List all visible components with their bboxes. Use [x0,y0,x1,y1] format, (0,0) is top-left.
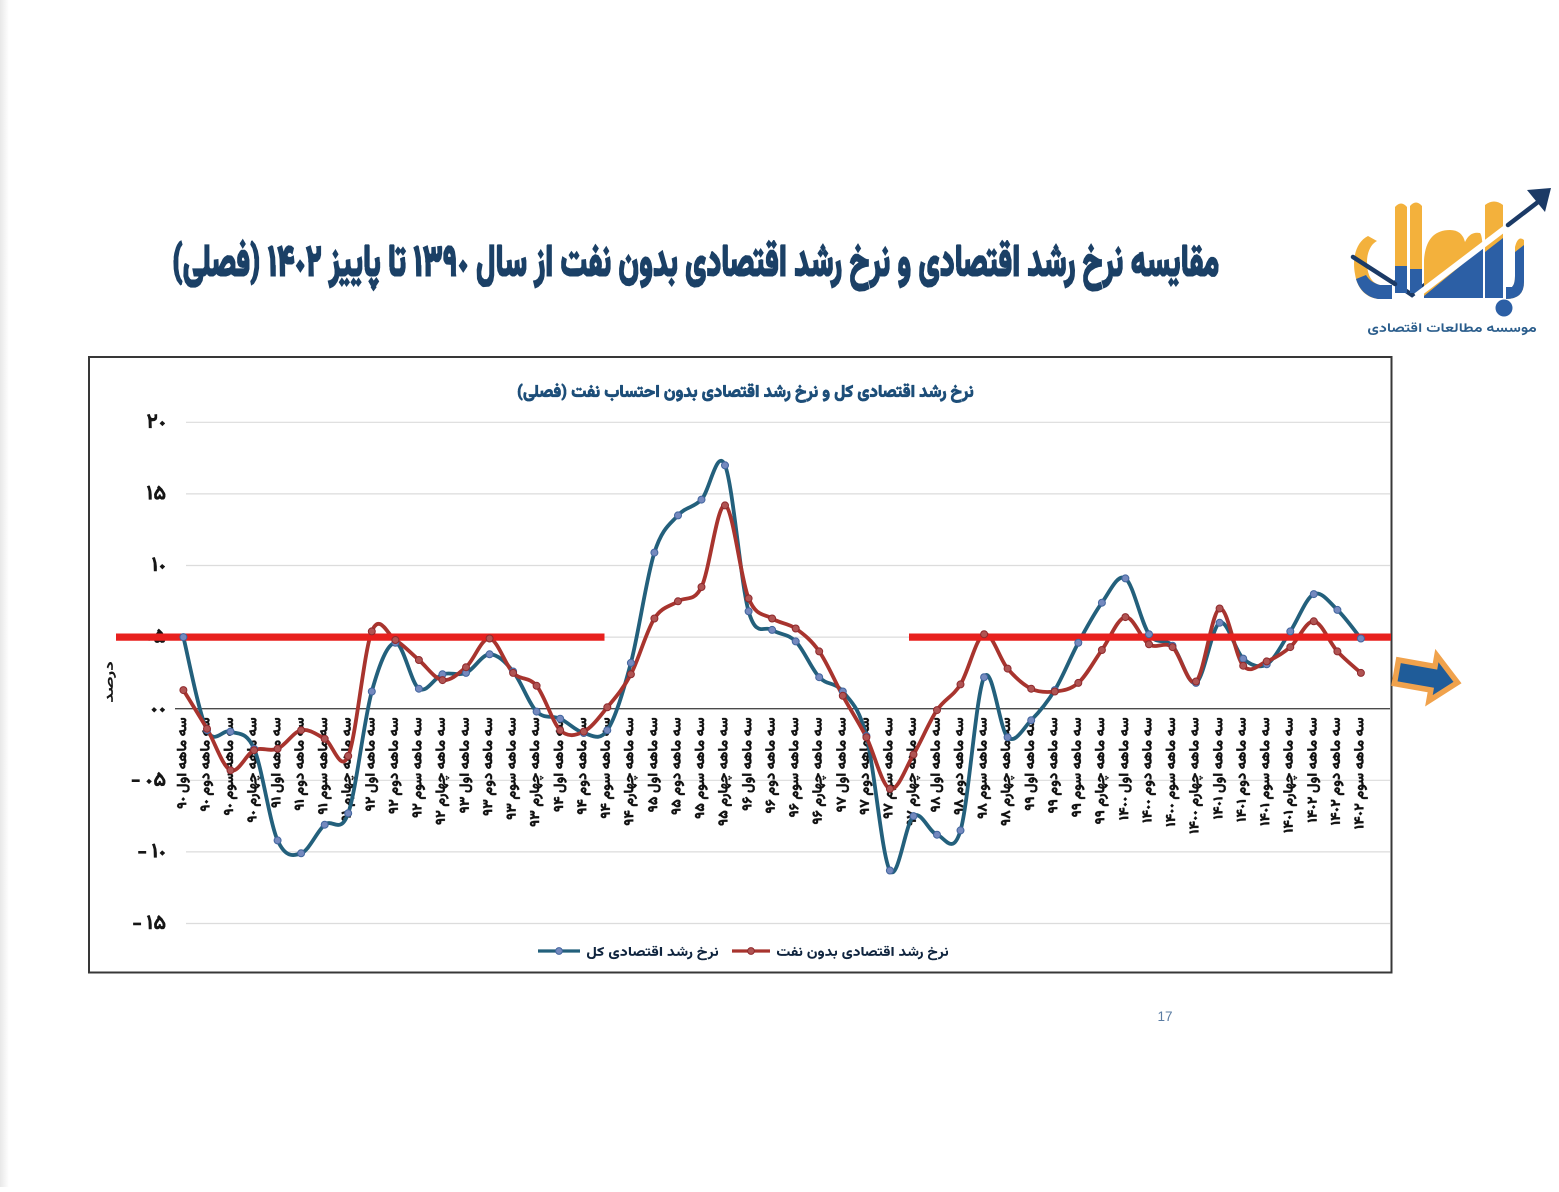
svg-text:17: 17 [1157,1009,1172,1024]
